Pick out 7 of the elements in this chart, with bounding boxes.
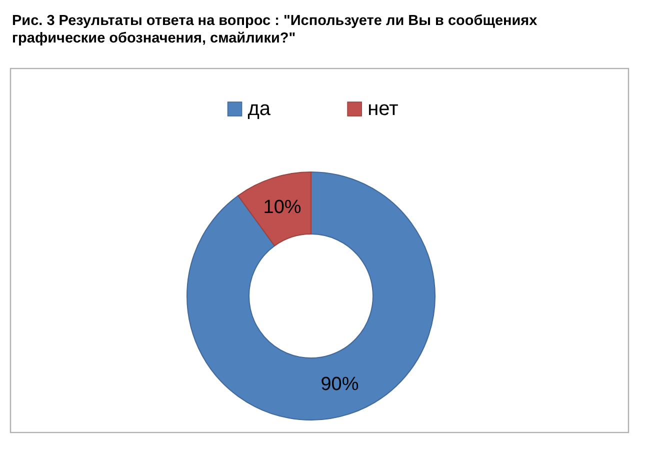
legend-label: да <box>248 98 272 120</box>
data-label: 90% <box>320 374 359 395</box>
chart-title: Рис. 3 Результаты ответа на вопрос : "Используете ли Вы в сообщениях графические обозначения, смайлики?" <box>12 13 538 46</box>
donut-slice <box>186 172 436 420</box>
donut-slice <box>238 172 312 246</box>
data-label: 10% <box>263 197 302 218</box>
legend-label: нет <box>368 98 398 120</box>
